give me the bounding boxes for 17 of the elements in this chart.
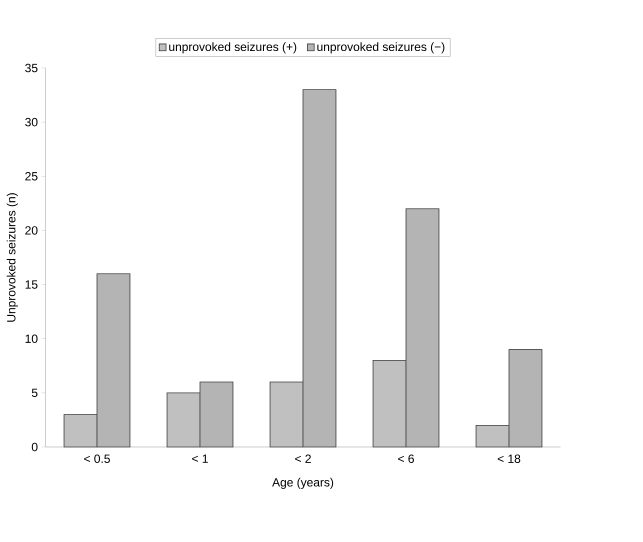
x-tick-label: < 2 — [295, 454, 311, 463]
legend-label: unprovoked seizures (+) — [169, 42, 296, 54]
legend-label: unprovoked seizures (−) — [317, 42, 444, 54]
y-tick-label: 10 — [26, 334, 38, 343]
y-tick-label: 25 — [25, 172, 38, 181]
y-tick-label: 35 — [25, 64, 38, 72]
x-tick-label: < 6 — [398, 454, 414, 463]
y-tick-label: 20 — [25, 226, 38, 235]
y-tick-label: 30 — [25, 118, 38, 126]
y-axis-title: Unprovoked seizures (n) — [6, 193, 18, 322]
x-axis-title: Age (years) — [272, 478, 334, 489]
x-tick-label: < 18 — [498, 454, 520, 463]
x-tick-label: < 0.5 — [84, 454, 110, 463]
x-tick-label: < 1 — [192, 454, 208, 463]
y-tick-label: 5 — [32, 388, 38, 398]
y-tick-label: 0 — [32, 442, 38, 452]
y-tick-label: 15 — [26, 280, 38, 289]
